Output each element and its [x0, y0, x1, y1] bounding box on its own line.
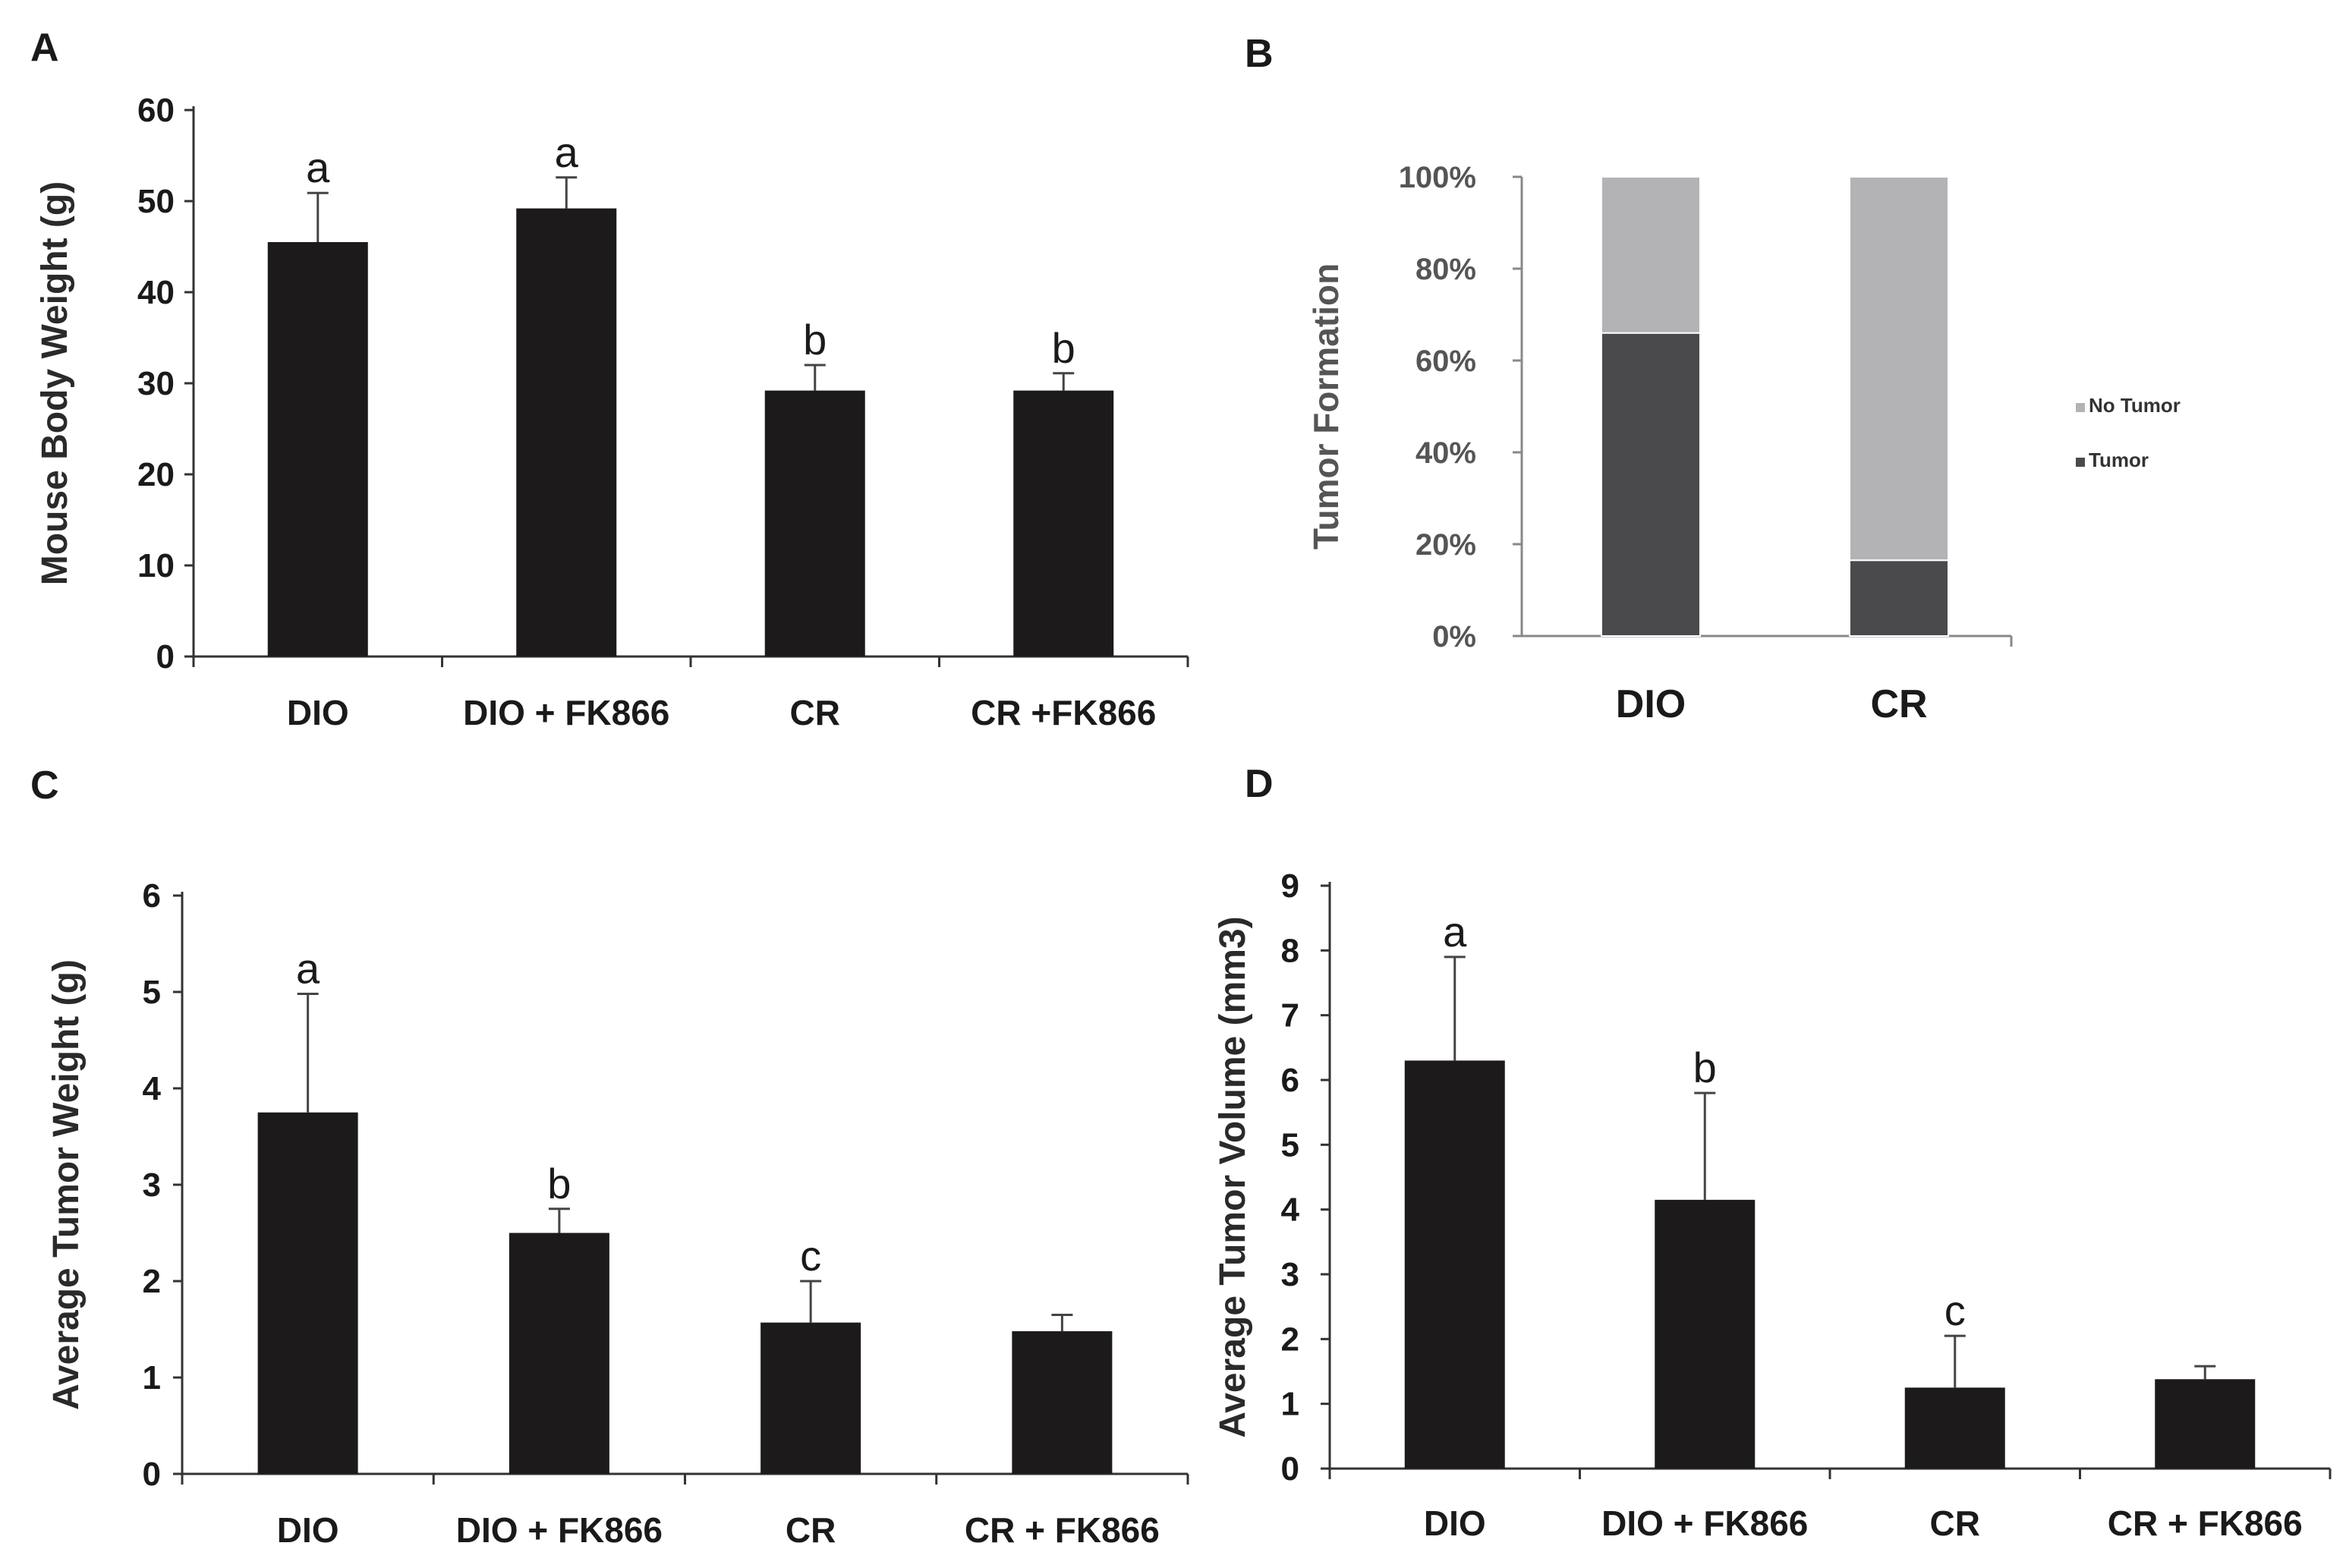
panel-b-y-axis-title: Tumor Formation — [1306, 263, 1346, 549]
panel-b-legend-label-no-tumor: No Tumor — [2089, 394, 2181, 417]
panel-d-sig-letter-dio-fk866: b — [1693, 1044, 1717, 1091]
panel-b-legend-label-tumor: Tumor — [2089, 449, 2149, 471]
panel-c-y-tick-label: 1 — [143, 1359, 161, 1396]
panel-letter-c: C — [30, 764, 59, 808]
panel-a-y-axis-title: Mouse Body Weight (g) — [35, 181, 75, 585]
panel-b-legend-swatch-no-tumor — [2076, 403, 2085, 412]
panel-c-y-axis-title: Average Tumor Weight (g) — [46, 959, 87, 1410]
panel-d-y-tick-label: 3 — [1281, 1256, 1299, 1293]
panel-a-bar-cr — [764, 390, 865, 656]
panel-b-category-label: CR — [1870, 682, 1927, 726]
panel-a-category-label: CR +FK866 — [971, 693, 1156, 732]
panel-a-y-tick-label: 20 — [137, 456, 175, 493]
panel-c-y-tick-label: 5 — [143, 974, 161, 1011]
panel-b-category-label: DIO — [1616, 682, 1686, 726]
panel-c-bar-cr — [760, 1322, 861, 1474]
panel-letter-d: D — [1245, 762, 1274, 806]
panel-d-y-tick-label: 4 — [1281, 1192, 1300, 1229]
panel-a-category-label: DIO — [287, 693, 349, 732]
panel-d-bar-cr-fk866 — [2155, 1379, 2256, 1469]
panel-c-bar-dio-fk866 — [509, 1233, 609, 1474]
panel-d-y-tick-label: 1 — [1281, 1386, 1299, 1423]
panel-a-y-tick-label: 40 — [137, 274, 175, 311]
panel-a-y-tick-label: 0 — [156, 638, 175, 675]
panel-a-y-tick-label: 50 — [137, 183, 175, 220]
panel-d-sig-letter-cr: c — [1945, 1286, 1966, 1334]
panel-c-category-label: DIO + FK866 — [456, 1510, 663, 1550]
panel-d-y-tick-label: 9 — [1281, 867, 1299, 905]
panel-c-y-tick-label: 6 — [143, 877, 161, 915]
panel-b-segment-dio-no-tumor — [1601, 176, 1701, 334]
panel-b-segment-dio-tumor — [1601, 332, 1701, 637]
panel-c-category-label: CR + FK866 — [965, 1510, 1160, 1550]
panel-b-legend-swatch-tumor — [2076, 458, 2085, 467]
panel-d-category-label: DIO + FK866 — [1601, 1503, 1808, 1543]
panel-b-segment-cr-no-tumor — [1849, 176, 1949, 562]
panel-a-sig-letter-dio: a — [306, 143, 330, 191]
panel-a-sig-letter-cr-fk866: b — [1052, 324, 1075, 372]
panel-d-category-label: DIO — [1424, 1503, 1486, 1543]
panel-c-category-label: CR — [786, 1510, 836, 1550]
panel-d-y-tick-label: 0 — [1281, 1450, 1299, 1488]
panel-b-y-tick-label: 20% — [1415, 528, 1476, 562]
panel-d-chart: 0 1 2 3 4 5 6 7 8 9 a DIO b DIO + FK866 c CR CR + FK866 A… — [1213, 867, 2332, 1543]
panel-a-category-label: CR — [790, 693, 840, 732]
panel-b-y-tick-label: 60% — [1415, 345, 1476, 378]
panel-b-y-tick-label: 40% — [1415, 436, 1476, 470]
panel-a-bar-dio — [267, 242, 368, 656]
panel-d-category-label: CR + FK866 — [2108, 1503, 2303, 1543]
panel-d-y-tick-label: 8 — [1281, 932, 1299, 969]
panel-d-category-label: CR — [1930, 1503, 1980, 1543]
panel-a-bar-dio-fk866 — [516, 208, 617, 657]
panel-a-sig-letter-dio-fk866: a — [555, 128, 579, 176]
panel-c-y-tick-label: 0 — [143, 1456, 161, 1493]
panel-letter-a: A — [30, 26, 59, 70]
panel-d-y-tick-label: 6 — [1281, 1062, 1299, 1099]
panel-c-sig-letter-dio-fk866: b — [547, 1160, 571, 1207]
panel-d-bar-dio-fk866 — [1655, 1199, 1756, 1469]
panel-c-sig-letter-dio: a — [296, 945, 320, 993]
panel-d-sig-letter-dio: a — [1443, 908, 1467, 956]
panel-letter-b: B — [1245, 32, 1274, 76]
panel-b-chart: 0% 20% 40% 60% 80% 100% DIO CR No Tumor Tumor Tumo… — [1306, 161, 2181, 726]
panel-d-y-tick-label: 7 — [1281, 997, 1299, 1034]
panel-a-y-tick-label: 60 — [137, 92, 175, 129]
panel-c-y-tick-label: 4 — [143, 1070, 162, 1107]
panel-b-y-tick-label: 100% — [1399, 161, 1476, 194]
panel-d-bar-cr — [1904, 1387, 2005, 1469]
panel-c-y-tick-label: 3 — [143, 1167, 161, 1204]
panel-b-y-tick-label: 0% — [1432, 620, 1476, 653]
panel-a-y-tick-label: 10 — [137, 547, 175, 584]
panel-d-y-axis-title: Average Tumor Volume (mm3) — [1213, 916, 1253, 1437]
panel-a-category-label: DIO + FK866 — [463, 693, 669, 732]
panel-c-y-tick-label: 2 — [143, 1263, 161, 1300]
panel-d-y-tick-label: 2 — [1281, 1321, 1299, 1358]
panel-a-sig-letter-cr: b — [803, 316, 827, 364]
panel-c-chart: 0 1 2 3 4 5 6 a DIO b DIO + FK866 c CR CR + FK866 Aver… — [46, 877, 1189, 1550]
panel-a-y-tick-label: 30 — [137, 365, 175, 402]
panel-b-y-tick-label: 80% — [1415, 253, 1476, 286]
panel-a-bar-cr-fk866 — [1013, 390, 1114, 656]
panel-c-bar-cr-fk866 — [1012, 1331, 1113, 1474]
panel-a-chart: 0 10 20 30 40 50 60 a DIO a DIO + FK866 b CR b CR +FK8… — [35, 92, 1189, 732]
panel-c-sig-letter-cr: c — [800, 1232, 821, 1280]
panel-d-bar-dio — [1404, 1060, 1505, 1469]
panel-c-bar-dio — [257, 1112, 358, 1474]
panel-c-category-label: DIO — [277, 1510, 339, 1550]
panel-b-segment-cr-tumor — [1849, 559, 1949, 637]
panel-d-y-tick-label: 5 — [1281, 1126, 1299, 1163]
